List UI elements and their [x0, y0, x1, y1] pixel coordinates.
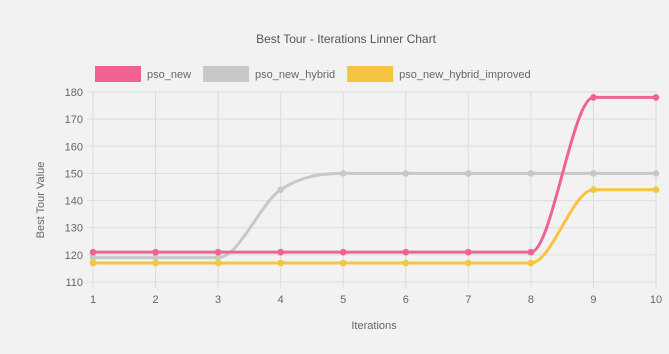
y-tick-label: 180: [65, 87, 83, 99]
chart-title: Best Tour - Iterations Linner Chart: [256, 32, 437, 46]
data-point: [152, 248, 159, 256]
data-point: [89, 259, 97, 267]
x-tick-label: 8: [528, 294, 534, 306]
data-point: [527, 259, 535, 267]
data-point: [277, 248, 284, 256]
x-axis-title: Iterations: [351, 320, 397, 332]
legend-item-pso_new: pso_new: [95, 66, 191, 82]
data-point: [652, 186, 660, 194]
y-tick-label: 140: [65, 196, 83, 208]
data-point: [214, 259, 222, 267]
legend-label: pso_new_hybrid: [255, 69, 335, 81]
data-point: [465, 248, 472, 256]
data-point: [339, 248, 347, 256]
x-tick-label: 9: [590, 294, 596, 306]
y-tick-label: 120: [65, 250, 83, 262]
legend-swatch: [95, 66, 141, 82]
y-axis-title: Best Tour Value: [35, 162, 47, 239]
data-point: [590, 186, 597, 194]
series-line: [93, 188, 656, 265]
x-axis-ticks: 1 2 3 4 5 6 7 8 9 10: [90, 294, 662, 306]
x-tick-label: 6: [403, 294, 409, 306]
data-point: [89, 248, 97, 256]
data-point: [402, 170, 410, 177]
data-point: [652, 170, 660, 177]
legend-item-pso_new_hybrid_improved: pso_new_hybrid_improved: [347, 66, 531, 82]
legend-item-pso_new_hybrid: pso_new_hybrid: [203, 66, 335, 82]
data-point: [590, 170, 597, 177]
data-point: [402, 259, 410, 267]
series-pso_new: [89, 94, 660, 256]
y-tick-label: 130: [65, 223, 83, 235]
data-point: [339, 259, 347, 267]
y-tick-label: 150: [65, 168, 83, 180]
data-point: [527, 248, 535, 256]
data-point: [465, 170, 472, 177]
data-point: [152, 259, 159, 267]
x-tick-label: 4: [278, 294, 284, 306]
series-lines: [89, 94, 660, 267]
x-tick-label: 3: [215, 294, 221, 306]
x-tick-label: 2: [152, 294, 158, 306]
x-tick-label: 7: [465, 294, 471, 306]
data-point: [277, 259, 284, 267]
y-tick-label: 160: [65, 141, 83, 153]
data-point: [527, 170, 535, 177]
data-point: [465, 259, 472, 267]
series-pso_new_hybrid_improved: [89, 186, 660, 267]
data-point: [402, 248, 410, 256]
x-tick-label: 5: [340, 294, 346, 306]
data-point: [339, 170, 347, 177]
series-line: [93, 95, 656, 254]
y-axis-ticks: 110 120 130 140 150 160 170 180: [65, 87, 83, 289]
data-point: [277, 186, 284, 194]
data-point: [89, 254, 97, 261]
series-pso_new_hybrid: [89, 170, 660, 261]
data-point: [152, 254, 159, 261]
legend: pso_new pso_new_hybrid pso_new_hybrid_impr…: [95, 66, 531, 82]
data-point: [590, 94, 597, 101]
legend-swatch: [347, 66, 394, 82]
y-tick-label: 170: [65, 114, 83, 126]
series-line: [93, 171, 656, 260]
data-point: [214, 254, 222, 261]
legend-swatch: [203, 66, 250, 82]
legend-label: pso_new_hybrid_improved: [399, 69, 530, 81]
legend-label: pso_new: [147, 69, 191, 81]
x-tick-label: 1: [90, 294, 96, 306]
data-point: [652, 94, 660, 101]
x-tick-label: 10: [650, 294, 662, 306]
y-tick-label: 110: [65, 277, 83, 289]
data-point: [214, 248, 222, 256]
